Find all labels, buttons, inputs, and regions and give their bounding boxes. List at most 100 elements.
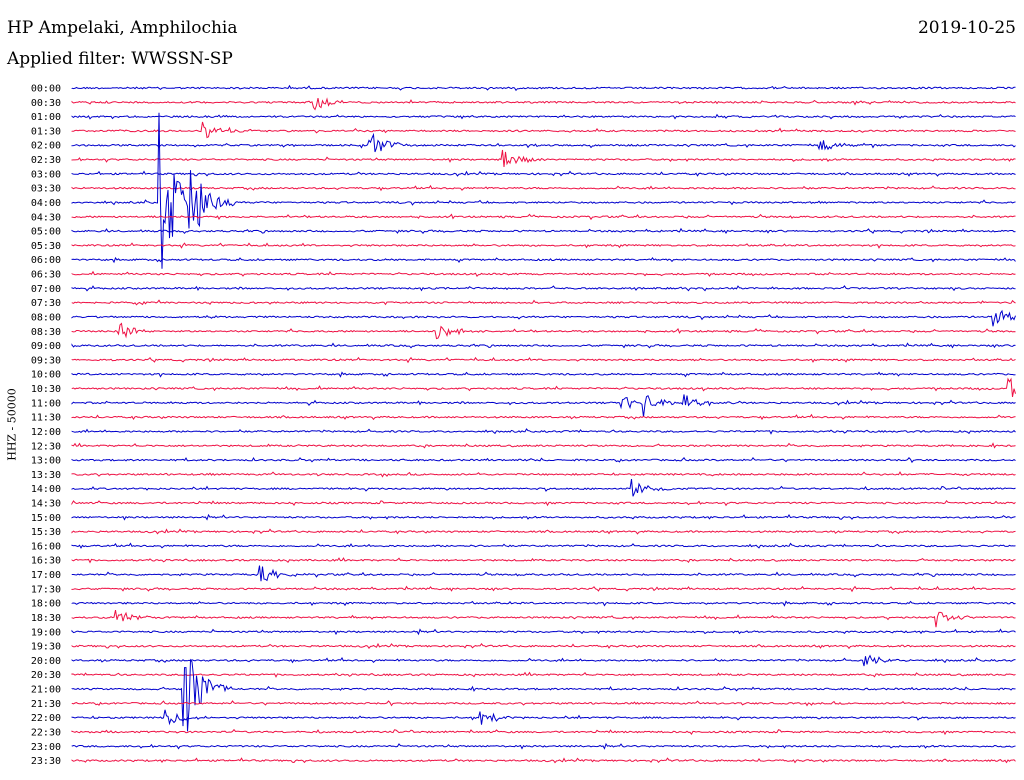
row-time-label: 21:00 — [31, 685, 61, 696]
row-time-label: 05:30 — [31, 241, 61, 252]
row-time-label: 08:30 — [31, 327, 61, 338]
trace-line — [71, 184, 1016, 192]
trace-line — [71, 442, 1016, 449]
trace-line — [71, 600, 1016, 607]
trace-line — [71, 557, 1016, 564]
row-time-label: 21:30 — [31, 699, 61, 710]
trace-line — [71, 132, 1016, 153]
row-time-label: 18:00 — [31, 599, 61, 610]
trace-line — [71, 270, 1016, 278]
filter-subtitle: Applied filter: WWSSN-SP — [7, 49, 233, 69]
trace-line — [71, 565, 1016, 582]
trace-line — [71, 456, 1016, 464]
row-time-label: 05:00 — [31, 227, 61, 238]
trace-line — [71, 700, 1016, 707]
trace-line — [71, 112, 1016, 269]
row-time-label: 07:00 — [31, 284, 61, 295]
trace-line — [71, 709, 1016, 726]
row-time-label: 16:30 — [31, 556, 61, 567]
trace-line — [71, 97, 1016, 111]
station-title: HP Ampelaki, Amphilochia — [7, 18, 238, 38]
row-time-label: 08:00 — [31, 312, 61, 323]
row-time-label: 07:30 — [31, 298, 61, 309]
trace-line — [71, 121, 1016, 139]
trace-line — [71, 658, 1016, 732]
trace-line — [71, 342, 1016, 349]
trace-line — [71, 628, 1016, 636]
trace-line — [71, 500, 1016, 507]
row-time-label: 02:30 — [31, 155, 61, 166]
trace-line — [71, 757, 1016, 764]
row-time-label: 04:00 — [31, 198, 61, 209]
trace-line — [71, 309, 1016, 327]
trace-line — [71, 528, 1016, 535]
row-time-label: 14:30 — [31, 498, 61, 509]
row-time-label: 09:30 — [31, 355, 61, 366]
row-time-label: 13:00 — [31, 456, 61, 467]
row-time-label: 19:00 — [31, 627, 61, 638]
row-time-label: 20:00 — [31, 656, 61, 667]
trace-line — [71, 322, 1016, 340]
row-time-label: 23:00 — [31, 742, 61, 753]
trace-line — [71, 149, 1016, 168]
row-time-label: 15:00 — [31, 513, 61, 524]
trace-line — [71, 542, 1016, 549]
row-time-label: 16:00 — [31, 541, 61, 552]
row-time-label: 19:30 — [31, 642, 61, 653]
trace-line — [71, 585, 1016, 593]
row-time-label: 23:30 — [31, 756, 61, 767]
row-time-label: 10:30 — [31, 384, 61, 395]
trace-line — [71, 256, 1016, 264]
row-time-label: 03:30 — [31, 184, 61, 195]
row-time-label: 17:30 — [31, 584, 61, 595]
trace-line — [71, 170, 1016, 177]
trace-line — [71, 84, 1016, 92]
row-time-label: 14:00 — [31, 484, 61, 495]
trace-line — [71, 356, 1016, 364]
trace-line — [71, 654, 1016, 667]
trace-line — [71, 242, 1016, 249]
trace-line — [71, 513, 1016, 521]
trace-line — [71, 371, 1016, 378]
row-time-label: 11:00 — [31, 398, 61, 409]
record-date: 2019-10-25 — [917, 18, 1016, 38]
trace-line — [71, 227, 1016, 235]
trace-line — [71, 413, 1016, 421]
row-time-label: 10:00 — [31, 370, 61, 381]
trace-line — [71, 213, 1016, 221]
trace-line — [71, 728, 1016, 736]
row-time-label: 12:30 — [31, 441, 61, 452]
row-time-label: 22:30 — [31, 727, 61, 738]
row-time-label: 06:30 — [31, 270, 61, 281]
row-time-label: 13:30 — [31, 470, 61, 481]
trace-line — [71, 394, 1016, 417]
row-time-label: 01:00 — [31, 112, 61, 123]
trace-line — [71, 671, 1016, 678]
row-time-label: 22:00 — [31, 713, 61, 724]
trace-line — [71, 285, 1016, 292]
trace-line — [71, 642, 1016, 650]
row-time-label: 02:00 — [31, 141, 61, 152]
trace-line — [71, 471, 1016, 478]
trace-line — [71, 742, 1016, 750]
trace-line — [71, 299, 1016, 306]
row-time-label: 04:30 — [31, 212, 61, 223]
trace-line — [71, 377, 1016, 397]
row-time-label: 17:00 — [31, 570, 61, 581]
trace-line — [71, 609, 1016, 628]
row-time-label: 00:30 — [31, 98, 61, 109]
row-time-label: 20:30 — [31, 670, 61, 681]
row-time-label: 18:30 — [31, 613, 61, 624]
row-time-label: 09:00 — [31, 341, 61, 352]
row-time-label: 00:00 — [31, 84, 61, 95]
row-time-label: 01:30 — [31, 126, 61, 137]
row-time-label: 12:00 — [31, 427, 61, 438]
trace-line — [71, 113, 1016, 120]
row-time-label: 11:30 — [31, 413, 61, 424]
row-time-label: 06:00 — [31, 255, 61, 266]
trace-line — [71, 479, 1016, 497]
trace-line — [71, 428, 1016, 435]
row-time-label: 03:00 — [31, 169, 61, 180]
row-time-label: 15:30 — [31, 527, 61, 538]
